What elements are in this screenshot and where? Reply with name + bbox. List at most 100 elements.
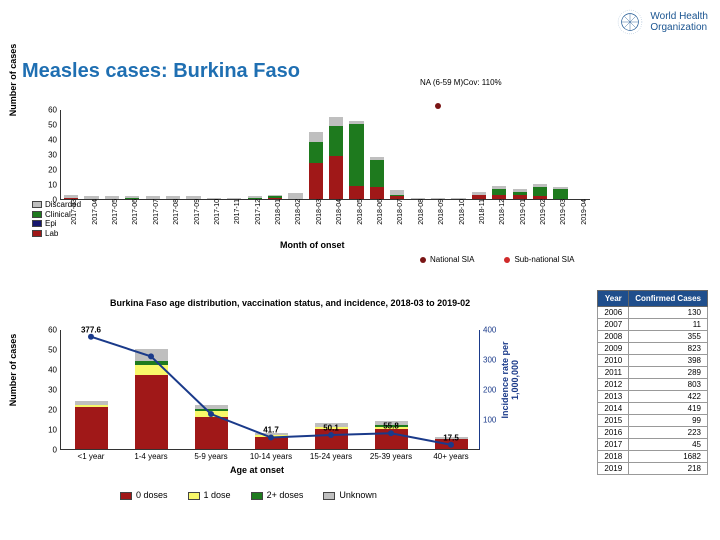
logo-line2: Organization [650,22,708,33]
chart2-ytick-r: 400 [480,326,496,335]
chart1-bar [349,186,363,200]
chart2-xtick: 15-24 years [310,449,352,461]
chart2-xtick: 5-9 years [194,449,227,461]
legend-label: Epi [45,219,57,229]
table-row: 2009823 [598,343,708,355]
chart1-bar [370,187,384,199]
logo-line1: World Health [650,11,708,22]
sia-note: NA (6-59 M)Cov: 110% [420,79,502,87]
chart1-xtick: 2017-04 [92,199,99,225]
table-row: 200711 [598,319,708,331]
table-row: 201599 [598,415,708,427]
chart1-xtick: 2017-08 [173,199,180,225]
chart1-xtick: 2018-01 [275,199,282,225]
chart1-bar [390,195,404,197]
legend-label: 1 dose [204,490,231,500]
chart1-bar [533,184,547,187]
chart2-subtitle: Burkina Faso age distribution, vaccinati… [110,298,470,308]
who-logo: World Health Organization [616,8,708,36]
chart1-xtick: 2019-02 [540,199,547,225]
chart1-ytick: 10 [48,181,60,190]
table-row: 2006130 [598,307,708,319]
chart1-bar [472,192,486,195]
chart1-bar [329,117,343,126]
chart1-bar [370,157,384,160]
chart2-xtick: 10-14 years [250,449,292,461]
chart1-bar [268,195,282,197]
chart1-ytick: 60 [48,106,60,115]
chart1-xtick: 2019-04 [581,199,588,225]
chart1-bar [533,187,547,196]
chart1-bar [309,142,323,163]
chart1-bar [492,186,506,189]
chart1-xtick: 2018-11 [479,199,486,224]
legend-label: Discarded [45,200,81,210]
chart1-bar [309,132,323,143]
chart1: 01020304050602017-032017-042017-052017-0… [60,90,590,250]
chart1-xtick: 2018-12 [499,199,506,225]
chart2-ytick-r: 300 [480,356,496,365]
chart1-bar [248,196,262,198]
legend-label: 2+ doses [267,490,304,500]
chart2-legend: 0 doses 1 dose 2+ doses Unknown [120,490,377,500]
sia-legend: National SIASub-national SIA [420,255,575,264]
chart1-ytick: 20 [48,166,60,175]
table-header: Year [598,291,629,307]
chart2-ytick-r: 200 [480,386,496,395]
who-emblem-icon [616,8,644,36]
chart1-xtick: 2018-03 [316,199,323,225]
chart2-ytick: 30 [48,386,60,395]
page-title: Measles cases: Burkina Faso [22,60,300,83]
table-row: 2014419 [598,403,708,415]
chart1-bar [370,160,384,187]
chart1-legend: DiscardedClinicalEpiLab [32,200,81,238]
chart2-xtick: 40+ years [433,449,468,461]
chart1-xtick: 2017-06 [132,199,139,225]
chart1-ytick: 40 [48,136,60,145]
chart1-bar [64,195,78,198]
table-header: Confirmed Cases [629,291,708,307]
table-row: 2012803 [598,379,708,391]
legend-label: Lab [45,229,58,239]
table-row: 2010398 [598,355,708,367]
table-row: 2008355 [598,331,708,343]
chart1-xtick: 2019-01 [520,199,527,225]
chart2-ytick: 0 [53,446,60,455]
chart1-xtick: 2018-10 [459,199,466,225]
table-row: 20181682 [598,451,708,463]
chart1-bar [390,190,404,195]
legend-label: Sub-national SIA [514,255,574,264]
table-row: 2016223 [598,427,708,439]
chart1-xtick: 2017-07 [153,199,160,225]
chart1-xtick: 2018-09 [438,199,445,225]
chart1-bar [513,192,527,195]
legend-label: 0 doses [136,490,168,500]
chart2: 0102030405060100200300400<1 year377.61-4… [60,315,520,515]
chart2-ytick: 40 [48,366,60,375]
chart2-xtick: <1 year [78,449,105,461]
chart2-ylabel: Number of cases [8,330,18,410]
chart1-ytick: 30 [48,151,60,160]
chart1-bar [268,196,282,198]
chart1-bar [329,126,343,156]
chart1-xtick: 2018-07 [397,199,404,225]
chart2-ytick: 10 [48,426,60,435]
table-row: 2019218 [598,463,708,475]
chart2-ytick-r: 100 [480,416,496,425]
chart1-xtick: 2018-08 [418,199,425,225]
chart1-ylabel: Number of cases [8,40,18,120]
chart2-xtick: 25-39 years [370,449,412,461]
chart1-xtick: 2018-04 [336,199,343,225]
chart2-ytick: 50 [48,346,60,355]
table-row: 201745 [598,439,708,451]
confirmed-cases-table: YearConfirmed Cases200613020071120083552… [597,290,708,475]
legend-label: Unknown [339,490,377,500]
chart1-xtick: 2018-06 [377,199,384,225]
chart1-bar [309,163,323,199]
chart1-xtick: 2017-10 [214,199,221,225]
chart1-xtick: 2017-11 [234,199,241,224]
legend-label: Clinical [45,210,71,220]
chart1-bar [492,189,506,195]
table-row: 2013422 [598,391,708,403]
chart1-xtick: 2018-02 [295,199,302,225]
